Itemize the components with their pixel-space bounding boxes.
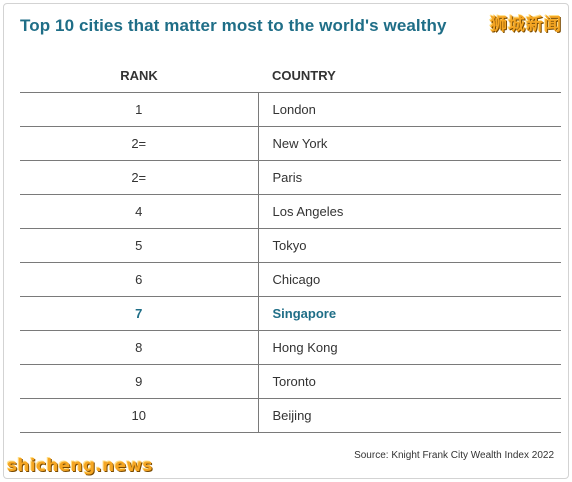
table-row: 5 Tokyo xyxy=(20,228,561,263)
source-note: Source: Knight Frank City Wealth Index 2… xyxy=(354,450,554,461)
table-row: 6 Chicago xyxy=(20,262,561,297)
city-cell: Toronto xyxy=(258,364,561,399)
city-cell: Singapore xyxy=(258,296,561,331)
city-cell: Tokyo xyxy=(258,228,561,263)
watermark-logo-top: 狮城新闻 xyxy=(490,15,562,35)
rank-cell: 2= xyxy=(20,126,259,161)
country-header: COUNTRY xyxy=(258,58,561,93)
table-header-row: RANK COUNTRY xyxy=(20,58,561,93)
rank-cell: 2= xyxy=(20,160,259,195)
watermark-logo-bottom: shicheng.news xyxy=(7,456,153,476)
table-row: 9 Toronto xyxy=(20,364,561,399)
rank-cell: 6 xyxy=(20,262,259,297)
city-cell: Chicago xyxy=(258,262,561,297)
rank-cell: 8 xyxy=(20,330,259,365)
rank-header: RANK xyxy=(20,58,258,93)
rank-cell: 4 xyxy=(20,194,259,229)
page-title: Top 10 cities that matter most to the wo… xyxy=(20,16,447,35)
city-cell: Paris xyxy=(258,160,561,195)
table-row: 2= New York xyxy=(20,126,561,161)
city-cell: Beijing xyxy=(258,398,561,433)
table-row-highlighted: 7 Singapore xyxy=(20,296,561,331)
rank-cell: 10 xyxy=(20,398,259,433)
rank-cell: 9 xyxy=(20,364,259,399)
rank-cell: 7 xyxy=(20,296,259,331)
city-cell: Hong Kong xyxy=(258,330,561,365)
city-cell: Los Angeles xyxy=(258,194,561,229)
table-row: 10 Beijing xyxy=(20,398,561,433)
rankings-table: RANK COUNTRY 1 London 2= New York 2= Par… xyxy=(20,58,561,433)
city-cell: New York xyxy=(258,126,561,161)
table-row: 4 Los Angeles xyxy=(20,194,561,229)
table-row: 8 Hong Kong xyxy=(20,330,561,365)
table-row: 1 London xyxy=(20,92,561,127)
table-row: 2= Paris xyxy=(20,160,561,195)
city-cell: London xyxy=(258,92,561,127)
table-card: Top 10 cities that matter most to the wo… xyxy=(3,3,569,479)
rank-cell: 5 xyxy=(20,228,259,263)
rank-cell: 1 xyxy=(20,92,259,127)
